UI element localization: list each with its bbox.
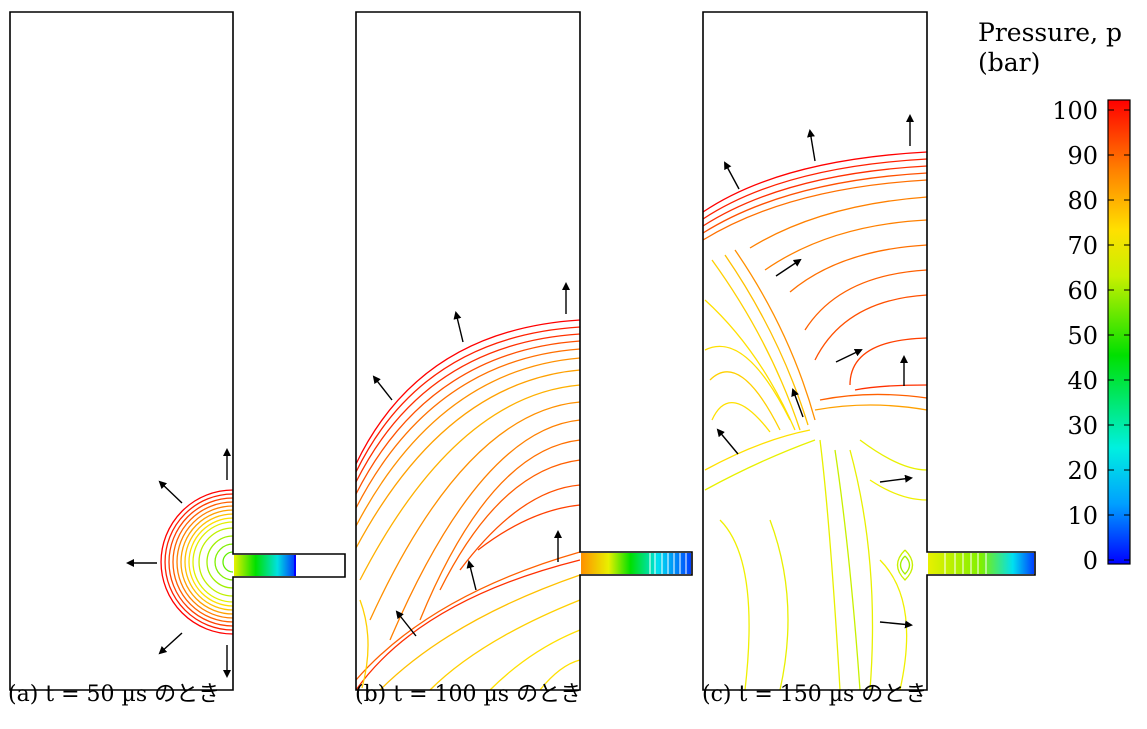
panel-c — [702, 11, 1036, 691]
panel-b-arrows — [372, 282, 570, 637]
caption-b: (b) t = 100 µs のとき — [355, 682, 583, 707]
colorbar-tick-label: 40 — [1067, 367, 1098, 395]
colorbar-title-line2: (bar) — [978, 48, 1041, 77]
panel-c-pipe-contours — [944, 553, 987, 574]
colorbar-ticks — [1108, 109, 1130, 561]
colorbar-tick-label: 90 — [1067, 142, 1098, 170]
panel-b-contours — [355, 319, 581, 691]
colorbar-tick-label: 0 — [1082, 547, 1098, 575]
colorbar-tick-label: 70 — [1067, 232, 1098, 260]
panel-c-arrows — [716, 114, 914, 629]
panel-a-arrows — [126, 448, 231, 678]
panel-b — [355, 11, 693, 691]
panel-a-contours — [160, 489, 234, 635]
caption-a: (a) t = 50 µs のとき — [8, 682, 221, 707]
colorbar-tick-label: 100 — [1052, 97, 1098, 125]
panel-c-pipe-fill — [928, 553, 1034, 574]
panel-a-pipe-fill — [234, 555, 296, 576]
colorbar-tick-label: 50 — [1067, 322, 1098, 350]
colorbar-title: Pressure, p (bar) — [978, 18, 1122, 78]
colorbar-gradient — [1107, 99, 1131, 565]
panel-b-outline — [355, 11, 693, 691]
panel-b-pipe-contours — [649, 553, 687, 574]
colorbar-tick-label: 10 — [1067, 502, 1098, 530]
panel-c-contours — [702, 151, 928, 691]
colorbar — [1107, 99, 1131, 565]
panel-a-outline — [9, 11, 346, 691]
panel-c-outline — [702, 11, 1036, 691]
panel-a — [9, 11, 346, 691]
colorbar-tick-label: 20 — [1067, 457, 1098, 485]
colorbar-title-line1: Pressure, p — [978, 18, 1122, 47]
panel-b-pipe-fill — [581, 553, 691, 574]
colorbar-tick-label: 80 — [1067, 187, 1098, 215]
colorbar-tick-label: 60 — [1067, 277, 1098, 305]
colorbar-tick-label: 30 — [1067, 412, 1098, 440]
caption-c: (c) t = 150 µs のとき — [702, 682, 928, 707]
